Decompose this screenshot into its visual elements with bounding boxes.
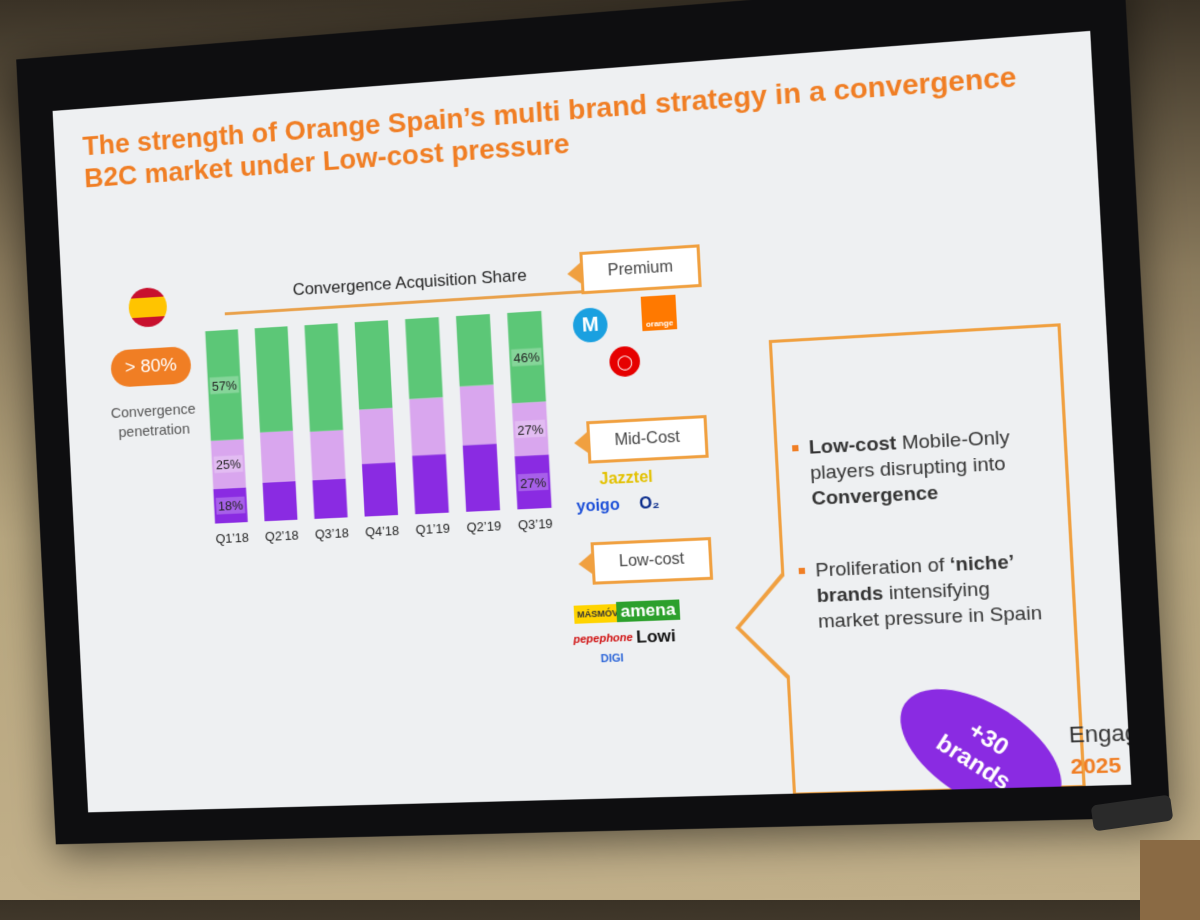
data-label: 27%: [517, 421, 544, 438]
x-tick-label: Q3’18: [315, 525, 350, 542]
bar-premium-3: [355, 320, 393, 409]
segment-tag-midcost: Mid-Cost: [586, 415, 709, 464]
orange-logo-icon: orange: [641, 295, 678, 331]
x-tick-label: Q2’19: [466, 518, 501, 535]
bar-low-cost-2: [312, 479, 347, 519]
x-tick-label: Q3’19: [518, 516, 554, 533]
data-label: 25%: [216, 456, 242, 472]
bullet-2-text: Proliferation of: [815, 554, 951, 581]
bullet-1-bold-2: Convergence: [811, 482, 939, 509]
bar-mid-cost-1: [260, 431, 295, 483]
event-year: 2025: [1070, 753, 1131, 780]
lectern: [1140, 840, 1200, 920]
bullet-marker-icon: [799, 568, 806, 574]
bar-low-cost-3: [362, 462, 398, 516]
vodafone-logo-icon: ◯: [609, 346, 641, 378]
bar-premium-5: [456, 314, 494, 386]
bar-premium-1: [255, 326, 293, 432]
slide-title: The strength of Orange Spain’s multi bra…: [82, 57, 1052, 194]
penetration-label: Convergence penetration: [96, 399, 212, 444]
slide: The strength of Orange Spain’s multi bra…: [53, 31, 1132, 812]
bar-mid-cost-2: [310, 430, 346, 480]
data-label: 27%: [520, 474, 547, 491]
acquisition-share-chart: Q1’18 Q2’18 Q3’18 Q4’18 Q1’19 Q2’19 Q3’19 18% 25…: [197, 306, 562, 553]
bar-mid-cost-3: [359, 408, 395, 464]
x-tick-label: Q4’18: [365, 523, 400, 540]
insight-bullet-1: Low-cost Mobile-Only players disrupting …: [808, 423, 1051, 512]
data-label: 18%: [218, 498, 244, 514]
jazztel-logo-icon: Jazztel: [599, 469, 653, 490]
bar-premium-2: [304, 323, 343, 431]
bullet-marker-icon: [792, 445, 799, 451]
amena-logo-icon: amena: [616, 599, 680, 622]
segment-tag-lowcost: Low-cost: [591, 537, 714, 585]
data-label: 57%: [211, 377, 237, 393]
x-tick-label: Q1’19: [415, 520, 450, 537]
movistar-logo-icon: M: [572, 307, 608, 343]
insight-bullet-2: Proliferation of ‘niche’ brands intensif…: [815, 548, 1058, 635]
lowi-logo-icon: Lowi: [636, 626, 677, 648]
pepephone-logo-icon: pepephone: [573, 632, 633, 646]
x-tick-label: Q2’18: [265, 527, 299, 544]
penetration-badge: > 80%: [110, 346, 192, 388]
spain-flag-icon: [128, 287, 168, 328]
data-label: 46%: [513, 349, 540, 366]
o2-logo-icon: O₂: [639, 495, 660, 514]
x-tick-label: Q1’18: [215, 530, 249, 547]
bar-low-cost-1: [263, 481, 298, 521]
yoigo-logo-icon: yoigo: [576, 497, 620, 517]
digi-logo-icon: DIGI: [600, 652, 624, 665]
projector-screen-frame: The strength of Orange Spain’s multi bra…: [16, 0, 1170, 844]
bar-mid-cost-4: [409, 397, 446, 455]
bar-low-cost-5: [463, 443, 500, 511]
bar-premium-4: [405, 317, 443, 399]
bar-low-cost-4: [412, 454, 449, 514]
bar-mid-cost-5: [460, 385, 497, 446]
segment-tag-premium: Premium: [579, 244, 701, 294]
bullet-1-bold: Low-cost: [808, 433, 897, 459]
event-name: Engag: [1068, 720, 1131, 749]
